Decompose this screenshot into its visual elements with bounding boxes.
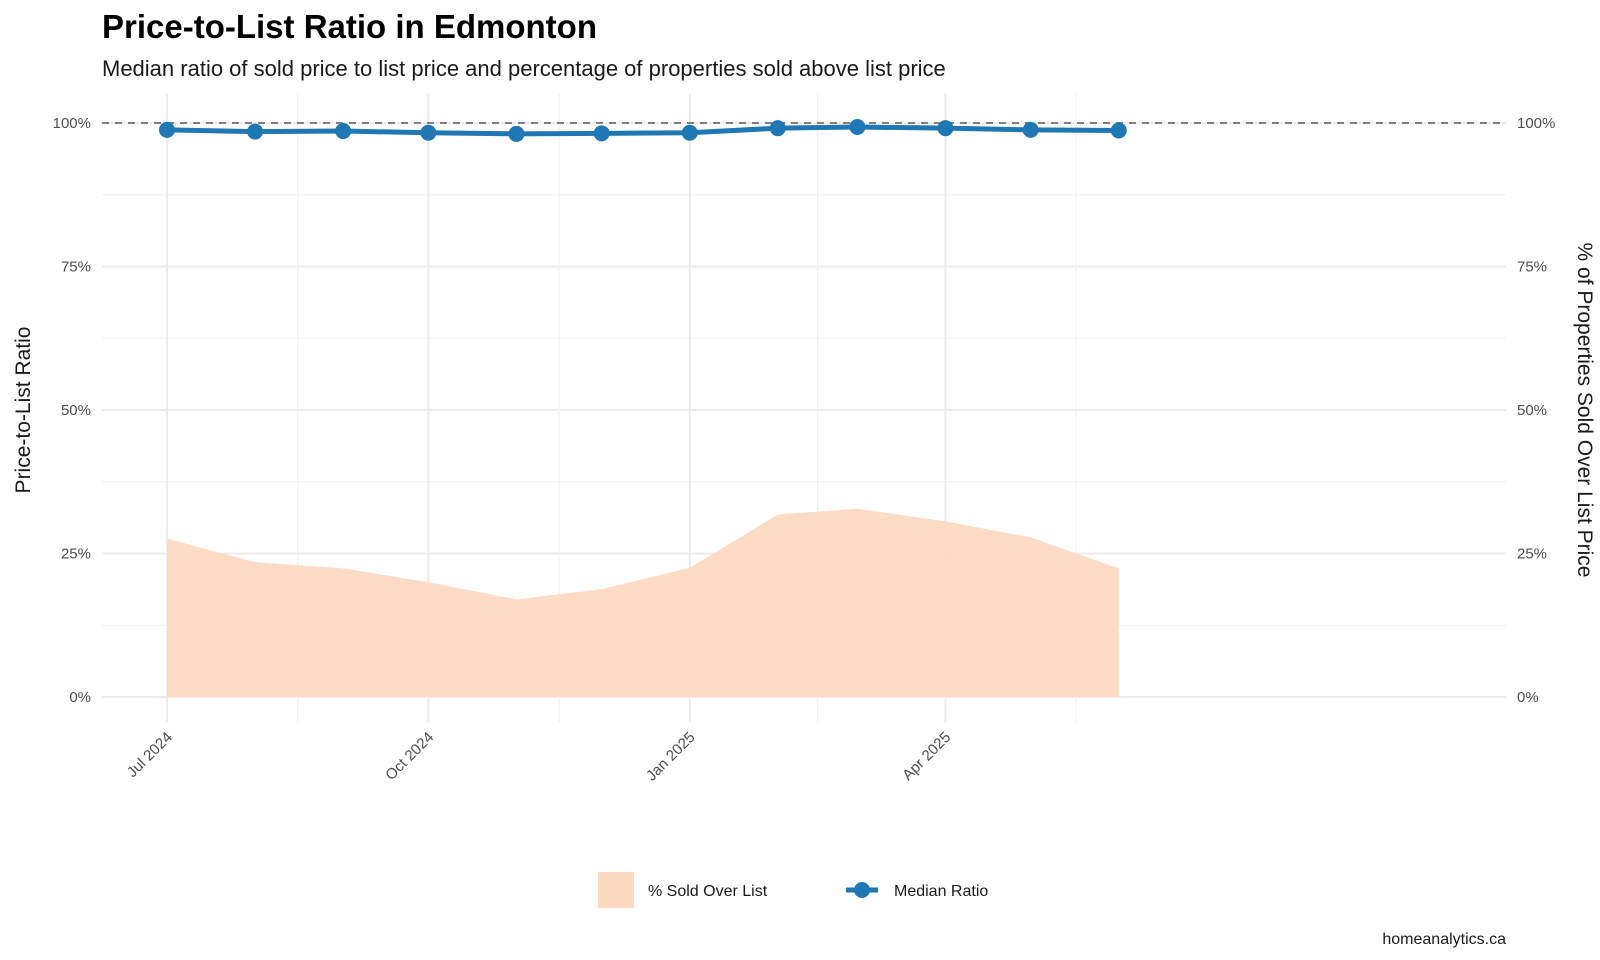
area-layer [167, 508, 1119, 697]
data-point-median-ratio [849, 119, 866, 136]
x-tick-label: Apr 2025 [899, 729, 954, 784]
data-point-median-ratio [508, 125, 525, 142]
y2-tick-label: 100% [1517, 115, 1555, 132]
caption: homeanalytics.ca [1382, 931, 1506, 948]
y2-tick-label: 75% [1517, 259, 1547, 276]
y2-tick-label: 0% [1517, 689, 1539, 706]
series-area-sold-over-list [167, 508, 1119, 697]
x-tick-label: Jan 2025 [643, 729, 699, 785]
legend: % Sold Over List Median Ratio [598, 872, 988, 908]
y2-axis-title: % of Properties Sold Over List Price [1573, 243, 1596, 578]
legend-swatch-point [854, 882, 870, 898]
line-layer [159, 119, 1127, 142]
y-tick-label: 75% [61, 259, 91, 276]
x-axis-ticks: Jul 2024 Oct 2024 Jan 2025 Apr 2025 [124, 729, 955, 785]
y-tick-label: 100% [53, 115, 91, 132]
data-point-median-ratio [1110, 122, 1127, 139]
legend-label-area: % Sold Over List [648, 883, 768, 900]
chart-title: Price-to-List Ratio in Edmonton [102, 8, 597, 45]
data-point-median-ratio [937, 120, 954, 137]
data-point-median-ratio [335, 123, 352, 140]
legend-swatch-area [598, 872, 634, 908]
y-axis-right-ticks: 0% 25% 50% 75% 100% [1517, 115, 1555, 706]
y2-tick-label: 25% [1517, 546, 1547, 563]
x-tick-label: Oct 2024 [382, 729, 437, 784]
data-point-median-ratio [159, 121, 175, 138]
y-axis-title: Price-to-List Ratio [12, 327, 35, 494]
x-tick-label: Jul 2024 [124, 729, 176, 781]
y-tick-label: 50% [61, 402, 91, 419]
series-line-median-ratio [164, 124, 1122, 137]
data-point-median-ratio [1022, 121, 1039, 138]
data-point-median-ratio [247, 123, 264, 140]
data-point-median-ratio [769, 120, 786, 137]
y-tick-label: 25% [61, 546, 91, 563]
y-tick-label: 0% [69, 689, 91, 706]
data-point-median-ratio [681, 124, 698, 141]
data-point-median-ratio [593, 125, 610, 142]
y2-tick-label: 50% [1517, 402, 1547, 419]
chart-subtitle: Median ratio of sold price to list price… [102, 56, 946, 81]
data-point-median-ratio [420, 124, 437, 141]
legend-label-line: Median Ratio [894, 883, 988, 900]
y-axis-left-ticks: 0% 25% 50% 75% 100% [53, 115, 91, 706]
